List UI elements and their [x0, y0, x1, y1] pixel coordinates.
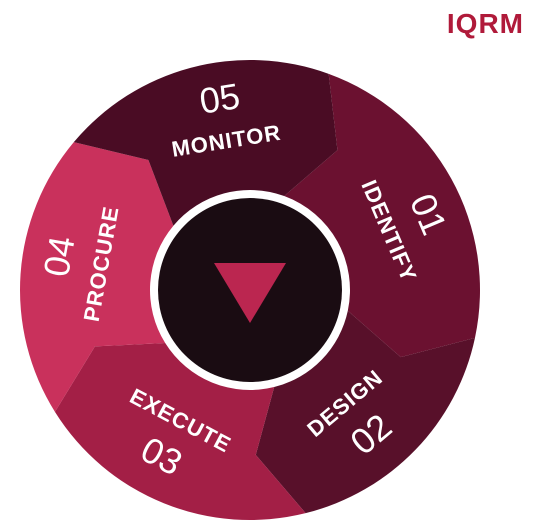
segment-monitor-number: 05	[197, 75, 243, 122]
iqrm-cycle-diagram: IQRM 01IDENTIFY02DESIGN03EXECUTE04PROCUR…	[0, 0, 542, 531]
brand-label: IQRM	[447, 8, 524, 40]
segment-procure-number: 04	[35, 233, 82, 280]
cycle-svg: 01IDENTIFY02DESIGN03EXECUTE04PROCURE05MO…	[0, 0, 542, 531]
